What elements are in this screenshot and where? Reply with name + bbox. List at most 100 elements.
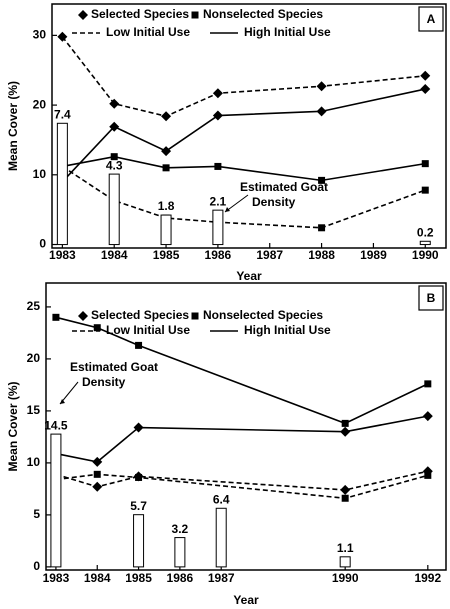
bar (108, 173, 120, 246)
point (341, 494, 349, 502)
annotation-arrow (224, 194, 249, 213)
x-tick-label: 1990 (412, 248, 439, 262)
point (161, 111, 172, 122)
arrow-head (60, 399, 65, 404)
series-line (61, 36, 426, 118)
x-tick-label: 1984 (84, 571, 111, 585)
bar-value-label: 1.1 (337, 541, 354, 555)
y-tick-label: 0 (33, 559, 40, 573)
point (92, 481, 103, 492)
legend-label: Selected Species (91, 7, 189, 21)
point (109, 121, 120, 132)
panel-label-box (418, 6, 444, 32)
point (424, 380, 432, 388)
legend-marker (78, 311, 88, 321)
point (92, 456, 103, 467)
bar-value-label: 14.5 (44, 418, 68, 432)
point (52, 313, 60, 321)
legend-label: Nonselected Species (203, 7, 323, 21)
y-axis-title: Mean Cover (%) (6, 381, 20, 471)
point (110, 153, 118, 161)
y-tick-label: 0 (39, 237, 46, 251)
point (341, 419, 349, 427)
bar-value-label: 0.2 (417, 225, 434, 239)
annotation: Estimated Goat (70, 360, 158, 374)
point (212, 110, 223, 121)
y-tick-label: 20 (33, 97, 47, 111)
legend-label: High Initial Use (244, 323, 331, 337)
bar (160, 214, 172, 246)
x-tick-label: 1987 (256, 248, 283, 262)
x-tick-label: 1986 (167, 571, 194, 585)
y-tick-label: 10 (33, 167, 47, 181)
point (421, 186, 429, 194)
annotation: Density (252, 195, 296, 209)
point (340, 484, 351, 495)
annotation: Density (82, 375, 126, 389)
x-axis-title: Year (233, 593, 259, 607)
x-tick-label: 1983 (49, 248, 76, 262)
bar (419, 240, 431, 246)
bar-value-label: 3.2 (172, 522, 189, 536)
point (316, 81, 327, 92)
legend-marker (78, 10, 88, 20)
x-tick-label: 1985 (153, 248, 180, 262)
point (421, 160, 429, 168)
bar (212, 209, 224, 246)
y-tick-label: 20 (27, 351, 41, 365)
point (93, 324, 101, 332)
series-line (62, 155, 426, 182)
x-tick-label: 1986 (205, 248, 232, 262)
bar-value-label: 4.3 (106, 158, 123, 172)
x-tick-label: 1983 (43, 571, 70, 585)
plot-frame (45, 282, 447, 571)
bar-value-label: 2.1 (210, 194, 227, 208)
bar (215, 507, 227, 568)
x-axis-title: Year (236, 269, 262, 283)
legend-label: High Initial Use (244, 25, 331, 39)
y-tick-label: 15 (27, 403, 41, 417)
point (318, 176, 326, 184)
panel-label: B (427, 291, 436, 305)
bar (174, 537, 186, 568)
series-line (55, 470, 428, 491)
point (135, 473, 143, 481)
series-line (61, 165, 426, 229)
annotation: Estimated Goat (240, 180, 328, 194)
series-line (55, 473, 429, 500)
legend-label: Low Initial Use (106, 25, 190, 39)
x-tick-label: 1990 (332, 571, 359, 585)
y-tick-label: 25 (27, 299, 41, 313)
legend-marker (191, 11, 199, 19)
point (93, 470, 101, 478)
y-tick-label: 10 (27, 455, 41, 469)
point (318, 224, 326, 232)
bar-value-label: 7.4 (54, 107, 71, 121)
x-tick-label: 1992 (414, 571, 441, 585)
series-line (55, 415, 428, 463)
bar-value-label: 6.4 (213, 492, 230, 506)
legend-label: Nonselected Species (203, 308, 323, 322)
point (161, 146, 172, 157)
legend-label: Low Initial Use (106, 323, 190, 337)
series-line (61, 88, 426, 183)
point (340, 426, 351, 437)
point (57, 31, 68, 42)
point (420, 84, 431, 95)
point (133, 422, 144, 433)
panel-label-box (418, 285, 444, 311)
bar (339, 556, 351, 568)
y-axis-title: Mean Cover (%) (6, 81, 20, 171)
point (109, 98, 120, 109)
point (162, 164, 170, 172)
point (316, 106, 327, 117)
bar-value-label: 1.8 (158, 199, 175, 213)
point (135, 341, 143, 349)
point (214, 162, 222, 170)
bar (133, 514, 145, 568)
plot-frame (51, 3, 447, 249)
x-tick-label: 1984 (101, 248, 128, 262)
legend-marker (191, 312, 199, 320)
bar (50, 433, 62, 568)
